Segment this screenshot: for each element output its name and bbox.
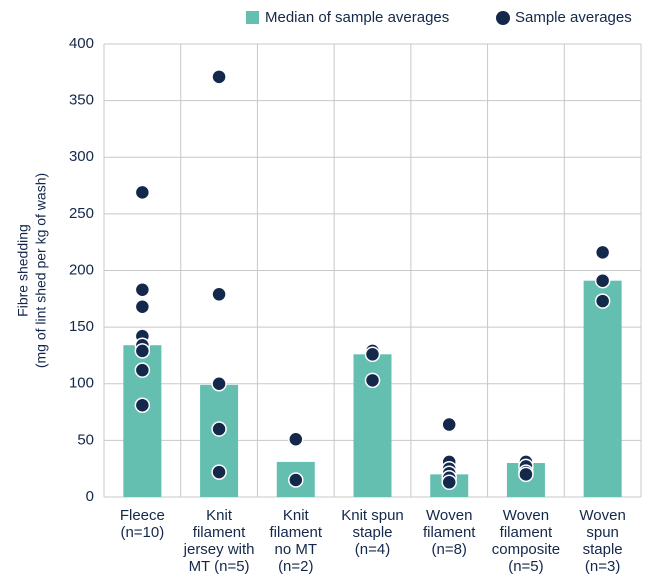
x-tick-label: Fleece	[120, 507, 165, 524]
y-tick-label: 0	[86, 488, 94, 505]
x-tick-label: MT (n=5)	[189, 558, 250, 575]
point	[134, 298, 151, 315]
x-tick-label: filament	[423, 524, 476, 541]
x-tick-label: Knit	[206, 507, 233, 524]
point	[288, 472, 304, 488]
x-tick-label: (n=5)	[508, 558, 543, 575]
x-tick-label: filament	[193, 524, 246, 541]
x-tick-label: (n=2)	[278, 558, 313, 575]
x-tick-label: (n=3)	[585, 558, 620, 575]
y-tick-label: 50	[77, 431, 94, 448]
point	[594, 272, 611, 289]
legend-label: Median of sample averages	[265, 9, 449, 26]
x-tick-label: jersey with	[183, 541, 255, 558]
y-tick-label: 350	[69, 92, 94, 109]
point	[211, 376, 227, 392]
point	[594, 244, 611, 261]
point	[134, 343, 151, 359]
y-axis-label: (mg of lint shed per kg of wash)	[33, 173, 49, 368]
point	[441, 474, 457, 491]
x-tick-label: Woven	[579, 507, 625, 524]
x-tick-label: spun	[586, 524, 619, 541]
point	[211, 69, 227, 85]
x-tick-label: (n=10)	[120, 524, 164, 541]
x-tick-label: Knit spun	[341, 507, 404, 524]
legend-swatch	[246, 11, 259, 24]
y-tick-label: 100	[69, 375, 94, 392]
point	[134, 184, 151, 201]
y-tick-label: 150	[69, 318, 94, 335]
x-tick-label: filament	[500, 524, 553, 541]
point	[134, 282, 151, 298]
point	[211, 464, 227, 480]
y-tick-label: 400	[69, 35, 94, 52]
point	[288, 431, 304, 447]
x-tick-label: filament	[270, 524, 323, 541]
x-tick-label: (n=4)	[355, 541, 390, 558]
y-tick-label: 250	[69, 205, 94, 222]
point	[134, 397, 151, 414]
point	[441, 416, 457, 433]
point	[211, 421, 227, 437]
point	[211, 286, 227, 303]
x-tick-label: Woven	[503, 507, 549, 524]
y-axis-label: Fibre shedding	[15, 224, 31, 317]
x-tick-label: Woven	[426, 507, 472, 524]
legend-swatch	[496, 11, 510, 25]
point	[594, 293, 611, 309]
bar	[200, 384, 239, 497]
x-tick-label: Knit	[283, 507, 310, 524]
x-tick-label: staple	[352, 524, 392, 541]
point	[134, 362, 151, 378]
x-tick-label: staple	[583, 541, 623, 558]
legend-label: Sample averages	[515, 9, 632, 26]
y-tick-label: 200	[69, 261, 94, 278]
point	[518, 466, 534, 483]
x-tick-label: (n=8)	[431, 541, 466, 558]
x-tick-label: composite	[492, 541, 560, 558]
bar	[583, 280, 622, 497]
point	[364, 346, 381, 363]
x-tick-label: no MT	[275, 541, 318, 558]
y-tick-label: 300	[69, 148, 94, 165]
point	[364, 372, 381, 389]
